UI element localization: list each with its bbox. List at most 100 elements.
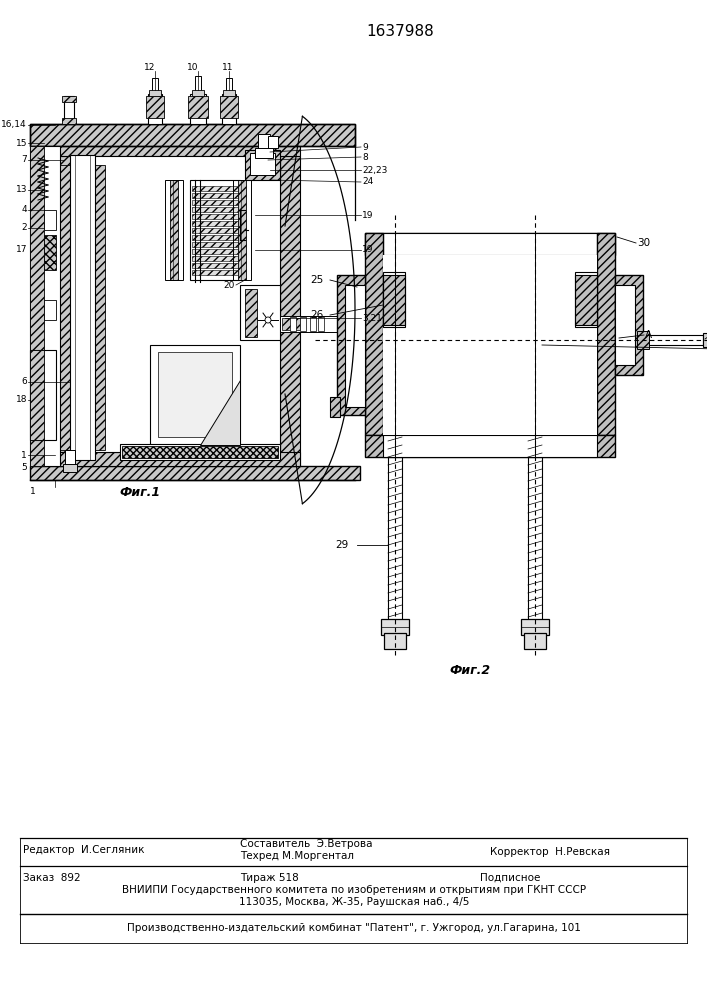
Bar	[250, 153, 275, 175]
Text: Фиг.2: Фиг.2	[450, 664, 491, 676]
Bar	[195, 76, 201, 94]
Text: 13: 13	[16, 186, 27, 194]
Bar	[30, 146, 60, 466]
Text: 1637988: 1637988	[366, 24, 434, 39]
Bar	[300, 317, 306, 331]
Bar	[383, 233, 597, 255]
Text: 18: 18	[16, 395, 27, 404]
Bar	[245, 150, 280, 180]
Text: 22,23: 22,23	[362, 165, 387, 174]
Bar	[149, 90, 161, 96]
Text: Подписное: Подписное	[480, 873, 540, 883]
Bar	[383, 435, 597, 457]
Text: 24: 24	[362, 178, 373, 186]
Bar	[170, 180, 178, 280]
Bar	[146, 96, 164, 118]
Bar	[637, 331, 649, 349]
Bar	[615, 275, 643, 375]
Bar	[192, 228, 238, 233]
Bar	[282, 318, 300, 330]
Text: 1: 1	[30, 487, 36, 496]
Bar	[280, 156, 300, 466]
Text: 15: 15	[16, 138, 27, 147]
Bar	[226, 78, 232, 94]
Bar	[192, 214, 238, 219]
Bar	[190, 94, 206, 124]
Text: ВНИИПИ Государственного комитета по изобретениям и открытиям при ГКНТ СССР: ВНИИПИ Государственного комитета по изоб…	[122, 885, 586, 895]
Bar	[44, 210, 56, 230]
Bar	[30, 466, 360, 480]
Bar	[30, 350, 56, 440]
Bar	[192, 186, 238, 191]
Text: Тираж 518: Тираж 518	[240, 873, 299, 883]
Text: 26: 26	[310, 310, 323, 320]
Bar	[597, 233, 615, 435]
Bar	[381, 619, 409, 635]
Bar	[192, 235, 238, 240]
Text: Составитель  Э.Ветрова: Составитель Э.Ветрова	[240, 839, 373, 849]
Bar	[240, 285, 280, 340]
Bar	[223, 90, 235, 96]
Bar	[192, 90, 204, 96]
Bar	[30, 124, 355, 146]
Bar	[192, 249, 238, 254]
Bar	[192, 221, 238, 226]
Text: 9: 9	[362, 142, 368, 151]
Bar	[383, 275, 405, 325]
Text: 19: 19	[362, 211, 373, 220]
Bar	[575, 272, 597, 327]
Bar	[220, 96, 238, 118]
Text: Заказ  892: Заказ 892	[23, 873, 81, 883]
Bar	[62, 118, 76, 124]
Bar	[95, 165, 105, 450]
Bar	[643, 335, 703, 345]
Bar	[190, 180, 240, 280]
Text: 4: 4	[21, 206, 27, 215]
Bar	[528, 435, 542, 620]
Text: Редактор  И.Сегляник: Редактор И.Сегляник	[23, 845, 144, 855]
Bar	[521, 619, 549, 635]
Bar	[255, 148, 273, 158]
Bar	[192, 270, 238, 275]
Bar	[258, 134, 270, 150]
Bar	[310, 317, 316, 331]
Bar	[330, 397, 340, 417]
Bar	[345, 285, 365, 407]
Bar	[60, 165, 70, 450]
Text: Корректор  Н.Ревская: Корректор Н.Ревская	[490, 847, 610, 857]
Text: 11: 11	[222, 64, 234, 73]
Text: 17: 17	[16, 245, 27, 254]
Text: 12: 12	[144, 64, 156, 73]
Text: Производственно-издательский комбинат "Патент", г. Ужгород, ул.Гагарина, 101: Производственно-издательский комбинат "П…	[127, 923, 581, 933]
Text: 113035, Москва, Ж-35, Раушская наб., 4/5: 113035, Москва, Ж-35, Раушская наб., 4/5	[239, 897, 469, 907]
Text: 8: 8	[362, 152, 368, 161]
Polygon shape	[200, 380, 240, 445]
Bar	[120, 444, 280, 460]
Bar	[383, 255, 597, 435]
Bar	[365, 233, 383, 435]
Bar	[192, 263, 238, 268]
Bar	[62, 96, 76, 102]
Bar	[384, 633, 406, 649]
Text: 5: 5	[21, 462, 27, 472]
Bar	[703, 333, 707, 347]
Bar	[383, 272, 405, 327]
Bar	[192, 256, 238, 261]
Bar	[192, 193, 238, 198]
Text: 3,21: 3,21	[362, 314, 382, 322]
Bar	[615, 285, 635, 365]
Bar	[30, 350, 44, 440]
Text: 30: 30	[637, 238, 650, 248]
Bar	[55, 136, 300, 156]
Text: 2: 2	[21, 224, 27, 232]
Bar	[64, 96, 74, 124]
Bar	[524, 633, 546, 649]
Bar	[152, 78, 158, 94]
Bar	[318, 317, 324, 331]
Bar	[122, 446, 278, 458]
Text: 1: 1	[21, 450, 27, 460]
Text: Техред М.Моргентал: Техред М.Моргентал	[240, 851, 354, 861]
Bar	[30, 124, 355, 146]
Bar	[148, 94, 162, 124]
Bar	[150, 345, 240, 445]
